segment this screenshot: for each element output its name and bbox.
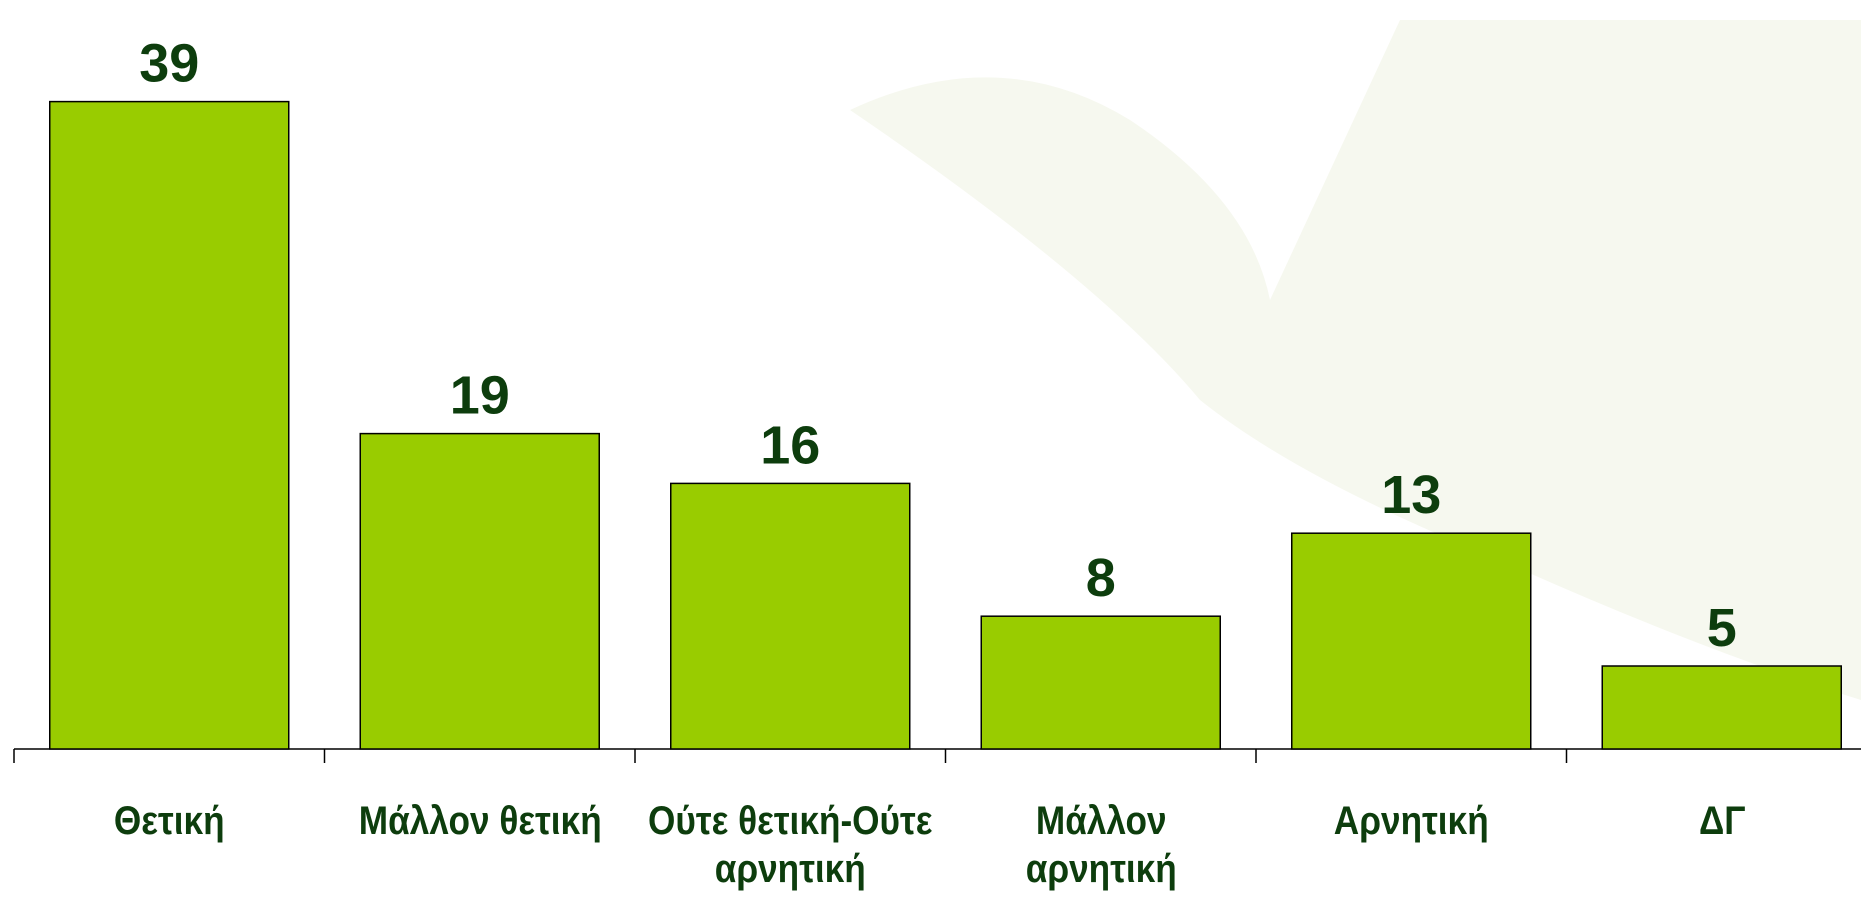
category-label: Αρνητική [1266,797,1557,845]
value-label: 39 [139,34,199,94]
bar [1292,533,1531,749]
bar [50,102,289,749]
value-label: 8 [1086,548,1116,608]
bar [981,616,1220,749]
category-label: Μάλλον θετική [334,797,625,845]
page: 39 19 16 8 13 5 Θετική Μάλλον θετική Ούτε θετικ… [0,0,1861,913]
value-label: 13 [1381,465,1441,525]
value-label: 16 [760,415,820,475]
value-label: 5 [1707,598,1737,658]
bar [671,483,910,749]
category-label: Ούτε θετική-Ούτε αρνητική [645,797,936,893]
bar [360,434,599,749]
category-label: ΔΓ [1576,797,1861,845]
bar [1602,666,1841,749]
chart: 39 19 16 8 13 5 [0,0,1861,913]
category-label: Μάλλον αρνητική [955,797,1246,893]
value-label: 19 [450,366,510,426]
category-label: Θετική [24,797,315,845]
